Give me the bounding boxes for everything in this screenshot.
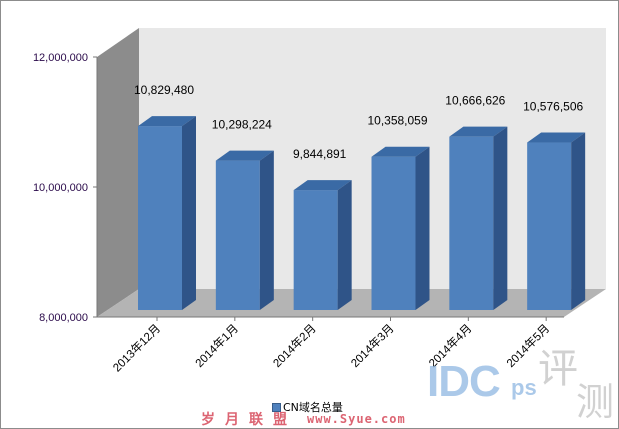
bar-side [571, 132, 586, 310]
data-label: 10,829,480 [134, 83, 194, 97]
bar-front [138, 126, 182, 310]
bar-side [182, 116, 196, 310]
bar-front [215, 160, 260, 310]
x-tick-label: 2014年3月 [348, 321, 397, 370]
y-tick-label: 12,000,000 [33, 52, 88, 64]
data-label: 10,358,059 [367, 114, 427, 128]
data-labels: 10,829,480 10,298,224 9,844,891 10,358,059 1… [134, 83, 584, 161]
x-tick-label: 2013年12月 [110, 321, 163, 374]
chart-side-wall [97, 28, 139, 317]
watermark-site-name: 岁月联盟 [201, 412, 297, 428]
data-label: 10,666,626 [445, 94, 505, 108]
bar-front [449, 136, 494, 310]
bar-top [293, 180, 352, 191]
bar-top [449, 126, 508, 137]
bar-front [293, 190, 338, 310]
legend: CN域名总量 [272, 399, 343, 415]
bar-top [138, 116, 196, 127]
bar-top [527, 132, 586, 143]
bar-side [493, 126, 508, 310]
bar-side [415, 146, 430, 310]
y-axis-ticks: 8,000,000 10,000,000 12,000,000 [33, 52, 97, 324]
y-tick-label: 8,000,000 [39, 312, 88, 324]
watermark-brand-char-2: 测 [576, 380, 615, 424]
bar-series [138, 116, 586, 310]
data-label: 10,576,506 [523, 100, 583, 114]
bar-front [527, 142, 572, 310]
watermark-brand-char-1: 评 [538, 346, 578, 392]
x-tick-label: 2014年2月 [270, 321, 319, 370]
watermark-brand-suffix: ps [511, 375, 537, 400]
bar-top [215, 150, 274, 161]
bar-side [259, 150, 274, 310]
data-label: 9,844,891 [293, 147, 347, 161]
legend-swatch [272, 402, 281, 412]
data-label: 10,298,224 [212, 118, 272, 132]
legend-series-name: CN域名总量 [283, 401, 343, 414]
bar-side [337, 180, 352, 310]
y-tick-label: 10,000,000 [33, 182, 88, 194]
bar-top [371, 146, 430, 157]
bar-front [371, 156, 416, 310]
x-tick-label: 2014年1月 [192, 321, 241, 370]
watermark-url: www.Syue.com [307, 412, 406, 426]
watermark-brand: IDC [427, 357, 501, 406]
